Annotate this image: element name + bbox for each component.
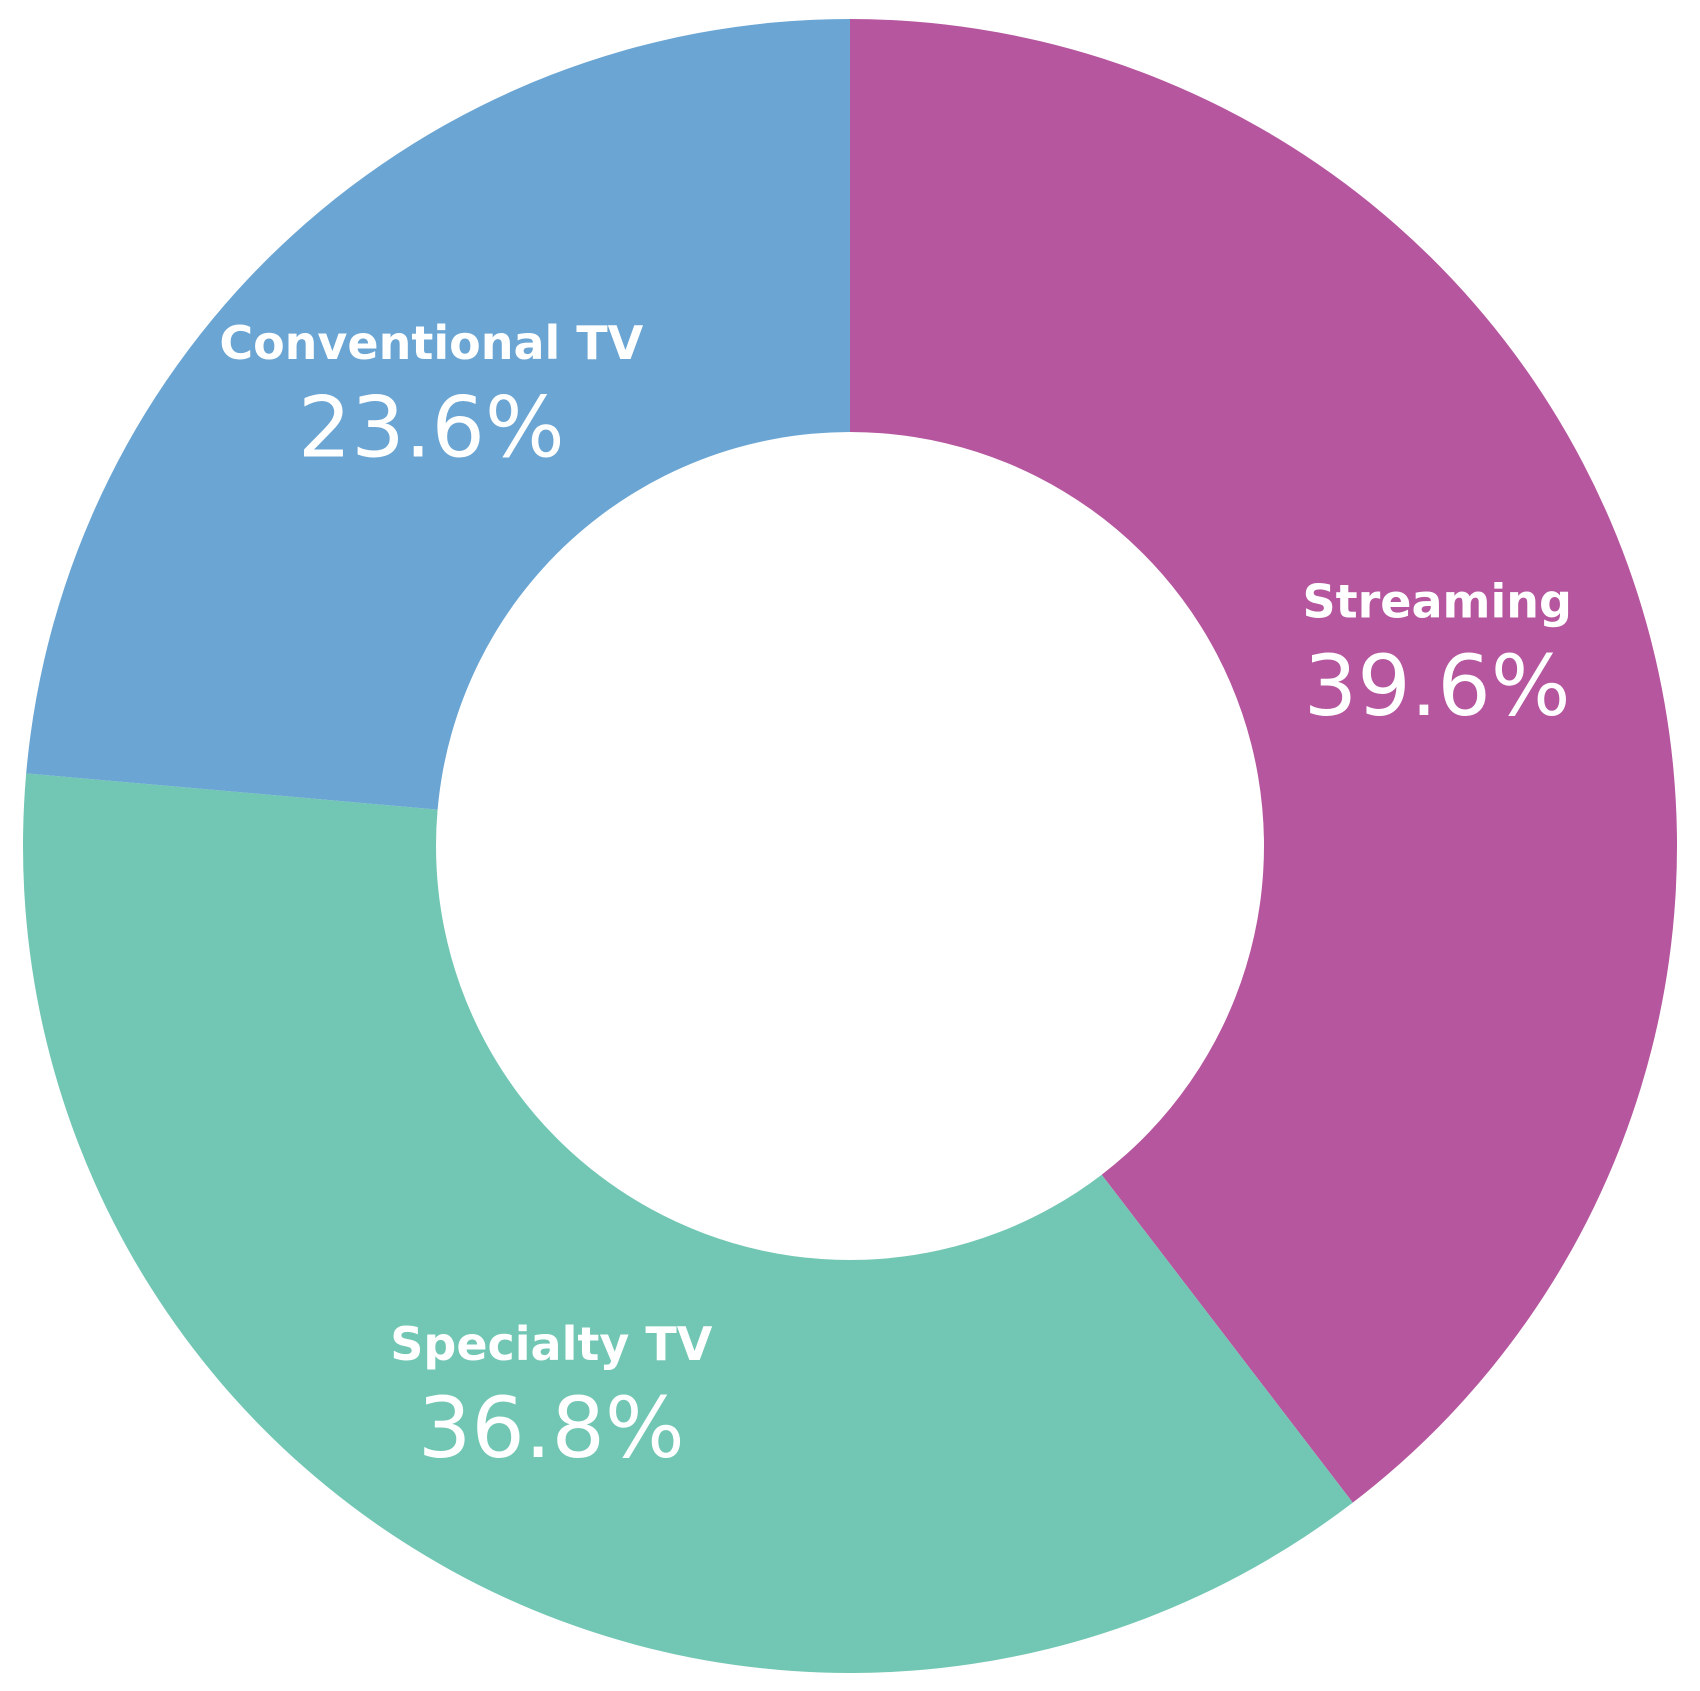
- donut-slice: [850, 19, 1677, 1503]
- slice-label: Streaming: [1302, 575, 1571, 629]
- slice-value-label: 39.6%: [1304, 637, 1571, 735]
- slice-label: Specialty TV: [390, 1317, 712, 1371]
- donut-slice: [26, 19, 850, 810]
- donut-slice: [22, 773, 1353, 1673]
- slice-value-label: 36.8%: [418, 1379, 685, 1477]
- slice-value-label: 23.6%: [298, 379, 565, 477]
- slice-label: Conventional TV: [219, 316, 643, 370]
